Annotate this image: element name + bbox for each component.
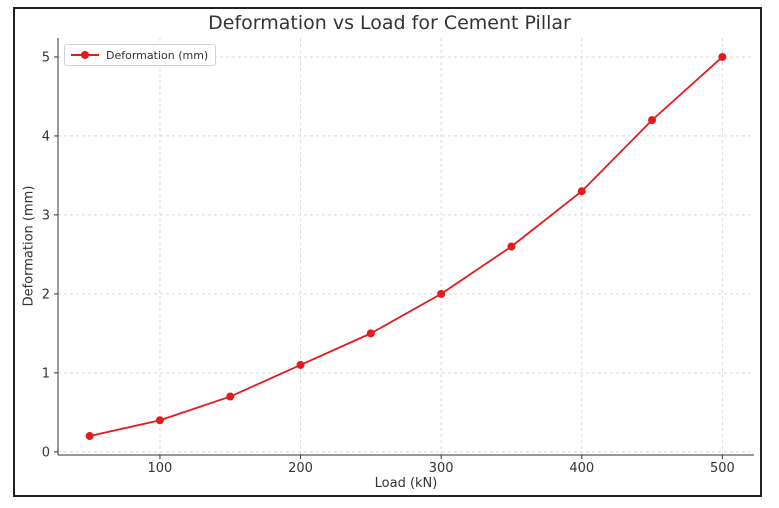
y-tick-label: 4 bbox=[42, 129, 50, 144]
data-point bbox=[648, 116, 657, 125]
data-point bbox=[296, 360, 305, 369]
legend-label: Deformation (mm) bbox=[106, 48, 209, 62]
x-tick-label: 400 bbox=[569, 461, 594, 476]
tick-labels: 100 200 300 400 500 0 1 2 3 4 5 bbox=[42, 50, 735, 476]
y-tick-label: 5 bbox=[42, 50, 50, 65]
x-axis-label: Load (kN) bbox=[374, 476, 438, 491]
data-point bbox=[85, 432, 94, 441]
grid-lines bbox=[58, 38, 754, 455]
data-point bbox=[366, 329, 375, 338]
x-tick-label: 100 bbox=[148, 461, 173, 476]
y-tick-label: 0 bbox=[42, 445, 50, 460]
x-tick-label: 300 bbox=[429, 461, 454, 476]
data-point bbox=[718, 52, 727, 61]
y-tick-label: 1 bbox=[42, 366, 50, 381]
x-tick-label: 200 bbox=[288, 461, 313, 476]
legend-marker bbox=[81, 51, 89, 59]
data-point bbox=[577, 187, 586, 196]
axes bbox=[54, 38, 754, 459]
y-axis-label: Deformation (mm) bbox=[21, 185, 37, 307]
data-series bbox=[85, 52, 727, 441]
chart-title: Deformation vs Load for Cement Pillar bbox=[208, 12, 571, 34]
legend-swatch bbox=[71, 50, 99, 60]
data-point bbox=[507, 242, 516, 251]
y-tick-label: 3 bbox=[42, 208, 50, 223]
chart-frame bbox=[13, 7, 762, 497]
x-tick-label: 500 bbox=[710, 461, 735, 476]
data-point bbox=[226, 392, 235, 401]
data-point bbox=[437, 289, 446, 298]
y-tick-label: 2 bbox=[42, 287, 50, 302]
data-point bbox=[155, 416, 164, 425]
legend: Deformation (mm) bbox=[64, 44, 217, 66]
series-line bbox=[89, 56, 723, 437]
